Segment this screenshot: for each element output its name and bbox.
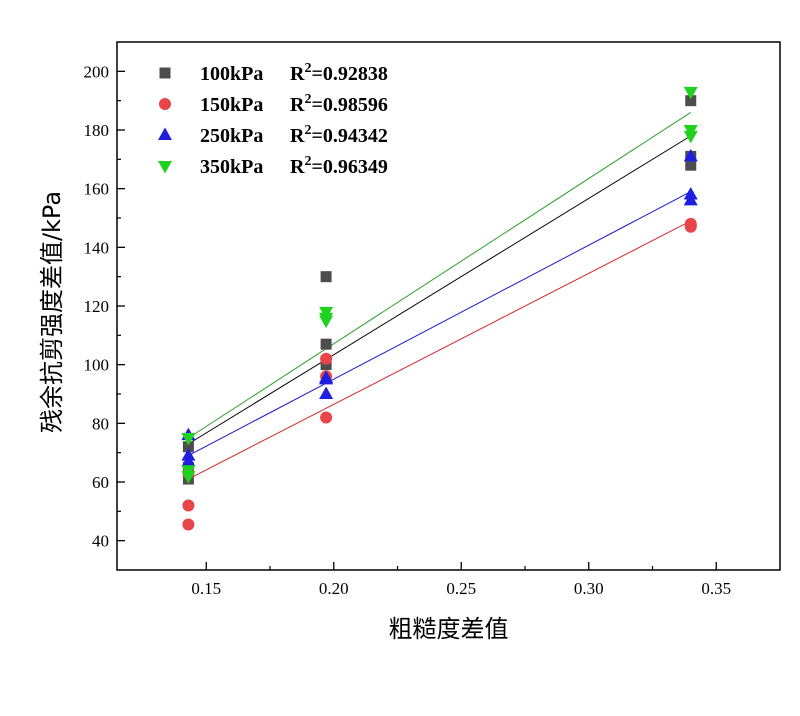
- fit-line-100kPa: [188, 135, 692, 445]
- legend-r2-superscript: 2: [304, 92, 311, 107]
- y-tick-label: 200: [84, 62, 110, 81]
- data-point-150kPa: [182, 499, 195, 512]
- plot-frame: [116, 41, 781, 571]
- legend-r2-value: =0.96349: [311, 156, 387, 178]
- y-tick-label: 160: [84, 180, 110, 199]
- data-point-100kPa: [685, 95, 697, 107]
- legend-r2: R2=0.92838: [290, 61, 388, 85]
- x-tick-label: 0.20: [319, 579, 349, 598]
- data-point-250kPa: [683, 192, 698, 206]
- legend-item: 150kPa R2=0.98596: [159, 92, 388, 116]
- data-point-100kPa: [320, 338, 332, 350]
- legend-r2: R2=0.98596: [290, 92, 388, 116]
- y-tick-label: 40: [92, 532, 109, 551]
- data-point-350kPa: [181, 433, 196, 446]
- fit-line-350kPa: [188, 111, 692, 439]
- data-point-350kPa: [181, 471, 196, 484]
- data-point-350kPa: [683, 130, 698, 144]
- y-tick-label: 120: [84, 297, 110, 316]
- data-point-150kPa: [684, 220, 697, 233]
- y-tick-label: 60: [92, 473, 109, 492]
- data-point-100kPa: [320, 271, 332, 283]
- legend-r2-superscript: 2: [304, 123, 311, 138]
- legend-series-name: 100kPa: [200, 63, 263, 85]
- data-point-350kPa: [683, 86, 698, 100]
- legend-series-name: 150kPa: [200, 94, 263, 116]
- fit-line-150kPa: [188, 220, 691, 480]
- y-tick-label: 100: [84, 356, 110, 375]
- data-point-100kPa: [685, 159, 697, 171]
- data-point-100kPa: [182, 441, 194, 453]
- legend: 100kPa R2=0.92838 150kPa R2=0.98596 250kPa R2…: [158, 61, 388, 178]
- data-point-250kPa: [683, 148, 698, 162]
- x-tick-label: 0.35: [701, 579, 731, 598]
- data-point-150kPa: [320, 411, 333, 424]
- y-tick-label: 80: [92, 414, 109, 433]
- y-tick-label: 180: [84, 121, 110, 140]
- legend-r2-value: =0.92838: [311, 63, 387, 85]
- x-tick-label: 0.30: [574, 579, 604, 598]
- legend-series-name: 250kPa: [200, 125, 263, 147]
- y-axis-title: 残余抗剪强度差值/kPa: [38, 191, 66, 433]
- data-point-250kPa: [181, 453, 196, 467]
- legend-marker-350kPa: [158, 161, 172, 174]
- data-point-350kPa: [319, 315, 334, 329]
- legend-r2-superscript: 2: [304, 154, 311, 169]
- legend-item: 100kPa R2=0.92838: [159, 61, 388, 85]
- tick-labels: 0.15 0.20 0.25 0.30 0.35 40 60 80 100 120 140 160 18…: [84, 62, 732, 598]
- data-points: [181, 86, 698, 531]
- data-point-250kPa: [319, 370, 334, 383]
- x-tick-label: 0.25: [446, 579, 476, 598]
- legend-r2-value: =0.94342: [311, 125, 387, 147]
- legend-item: 250kPa R2=0.94342: [158, 123, 388, 147]
- legend-r2: R2=0.94342: [290, 123, 388, 147]
- data-point-150kPa: [320, 352, 333, 365]
- legend-r2: R2=0.96349: [290, 154, 388, 178]
- legend-item: 350kPa R2=0.96349: [158, 154, 388, 178]
- legend-marker-250kPa: [158, 127, 172, 140]
- x-axis-title: 粗糙度差值: [389, 615, 509, 643]
- legend-r2-superscript: 2: [304, 61, 311, 76]
- y-tick-label: 140: [84, 238, 110, 257]
- fit-line-250kPa: [188, 191, 691, 457]
- legend-r2-value: =0.98596: [311, 94, 387, 116]
- x-tick-label: 0.15: [191, 579, 221, 598]
- fit-lines: [188, 111, 692, 480]
- legend-series-name: 350kPa: [200, 156, 263, 178]
- legend-marker-150kPa: [159, 98, 171, 110]
- legend-marker-100kPa: [159, 67, 171, 79]
- data-point-250kPa: [319, 386, 334, 399]
- data-point-150kPa: [182, 518, 195, 531]
